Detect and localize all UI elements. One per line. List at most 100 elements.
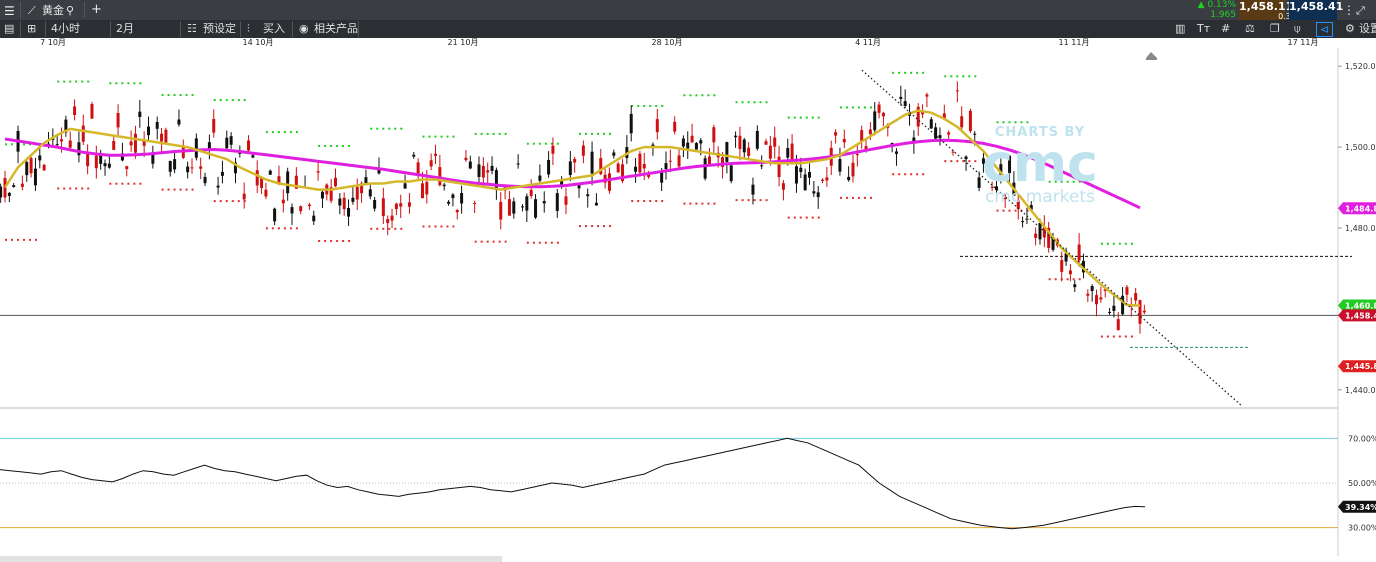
- support-marker: [637, 200, 640, 203]
- timeframe-select[interactable]: 4小时: [51, 22, 80, 35]
- horizontal-levels: [0, 255, 1352, 348]
- text-size-icon[interactable]: Tт: [1197, 22, 1211, 35]
- price-tag: [1338, 360, 1376, 373]
- candle-body: [286, 171, 290, 194]
- candle-body: [1029, 205, 1033, 210]
- candle-body: [660, 171, 664, 183]
- resistance-marker: [1078, 180, 1081, 183]
- alert-icon[interactable]: ⍦: [1294, 22, 1301, 35]
- resistance-marker: [609, 132, 612, 135]
- tag-icon[interactable]: ⊲: [1316, 22, 1334, 37]
- candle-body: [542, 201, 546, 204]
- related-products-button[interactable]: 相关产品: [314, 22, 358, 35]
- copy-icon[interactable]: ❐: [1270, 22, 1280, 35]
- layout-icon[interactable]: ▤: [4, 22, 15, 35]
- candle-body: [581, 145, 585, 156]
- support-marker: [701, 202, 704, 205]
- ask-price-button[interactable]: 1,458.41: [1289, 0, 1343, 20]
- search-icon[interactable]: ⚲: [66, 4, 75, 17]
- more-icon[interactable]: ⋮: [1343, 3, 1355, 17]
- support-marker: [591, 225, 594, 228]
- grid-layout-icon[interactable]: ⊞: [27, 22, 37, 35]
- candle-body: [73, 106, 77, 116]
- resistance-marker: [637, 105, 640, 108]
- home-marker-icon[interactable]: [1146, 52, 1157, 60]
- change-indicator: ▲ 0.13% 1.965: [1190, 0, 1236, 20]
- candle-body: [225, 137, 229, 149]
- support-marker: [538, 241, 541, 244]
- buy-icon[interactable]: ⫶: [247, 22, 250, 35]
- bid-price-button[interactable]: 1,458.11 0.30: [1239, 0, 1296, 21]
- resistance-marker: [219, 99, 222, 102]
- candle-body: [412, 154, 416, 157]
- candle-body: [977, 177, 981, 188]
- horizontal-scrollbar[interactable]: [0, 556, 502, 562]
- resistance-marker: [440, 135, 443, 138]
- x-tick-label: 14 10月: [243, 38, 274, 47]
- resistance-marker: [793, 116, 796, 119]
- candle-body: [842, 138, 846, 143]
- candle-body: [1008, 155, 1012, 174]
- candle-body: [207, 142, 211, 149]
- support-marker: [109, 182, 112, 185]
- resistance-marker: [956, 75, 959, 78]
- support-marker: [492, 240, 495, 243]
- support-marker: [446, 225, 449, 228]
- support-marker: [191, 188, 194, 191]
- gear-icon[interactable]: ⚙: [1345, 22, 1355, 35]
- support-marker: [550, 241, 553, 244]
- candle-body: [812, 191, 816, 194]
- add-tab-button[interactable]: +: [91, 2, 102, 17]
- instrument-name[interactable]: 黄金: [42, 4, 64, 17]
- grid-icon[interactable]: #: [1221, 22, 1231, 35]
- candle-body: [233, 162, 237, 174]
- support-marker: [857, 196, 860, 199]
- price-chart[interactable]: 7 10月 14 10月 21 10月 28 10月 4 11月 11 11月 17 11月…: [0, 38, 1376, 556]
- resistance-marker: [579, 132, 582, 135]
- support-marker: [75, 187, 78, 190]
- support-marker: [400, 227, 403, 230]
- panel-icon[interactable]: ▥: [1175, 22, 1186, 35]
- eye-icon[interactable]: ◉: [299, 22, 309, 35]
- candle-body: [834, 132, 838, 136]
- support-marker: [863, 196, 866, 199]
- resistance-marker: [446, 135, 449, 138]
- candle-body: [120, 153, 124, 161]
- candle-body: [338, 198, 342, 206]
- x-tick-label: 17 11月: [1288, 38, 1319, 47]
- candle-body: [594, 202, 598, 206]
- candle-body: [994, 186, 998, 191]
- settings-button[interactable]: 设置: [1359, 22, 1376, 35]
- preset-icon[interactable]: ☷: [187, 22, 197, 35]
- support-marker: [1008, 209, 1011, 212]
- support-marker: [115, 182, 118, 185]
- candle-body: [764, 141, 768, 145]
- resistance-marker: [492, 132, 495, 135]
- support-marker: [11, 238, 13, 241]
- candle-body: [568, 161, 572, 175]
- candle-body: [368, 189, 372, 197]
- candle-body: [721, 157, 725, 167]
- spread-value: 0.30: [1278, 12, 1296, 21]
- trendline[interactable]: [861, 69, 1243, 407]
- support-marker: [434, 225, 437, 228]
- hamburger-icon[interactable]: ☰: [4, 4, 15, 18]
- expand-icon[interactable]: ⤢: [1356, 4, 1365, 17]
- support-marker: [585, 225, 588, 228]
- candle-body: [899, 96, 903, 99]
- resistance-marker: [283, 131, 286, 134]
- resistance-marker: [289, 131, 292, 134]
- resistance-marker: [504, 132, 507, 135]
- support-marker: [440, 225, 443, 228]
- indicator-icon[interactable]: ⚖: [1245, 22, 1255, 35]
- resistance-marker: [851, 106, 854, 109]
- support-marker: [283, 227, 286, 230]
- candle-body: [1068, 270, 1072, 275]
- range-select[interactable]: 2月: [116, 22, 134, 35]
- candle-body: [1077, 244, 1081, 261]
- support-marker: [29, 238, 31, 241]
- support-marker: [330, 239, 333, 242]
- preset-button[interactable]: 预设定: [203, 22, 236, 35]
- candle-body: [81, 125, 85, 142]
- buy-button[interactable]: 买入: [263, 22, 285, 35]
